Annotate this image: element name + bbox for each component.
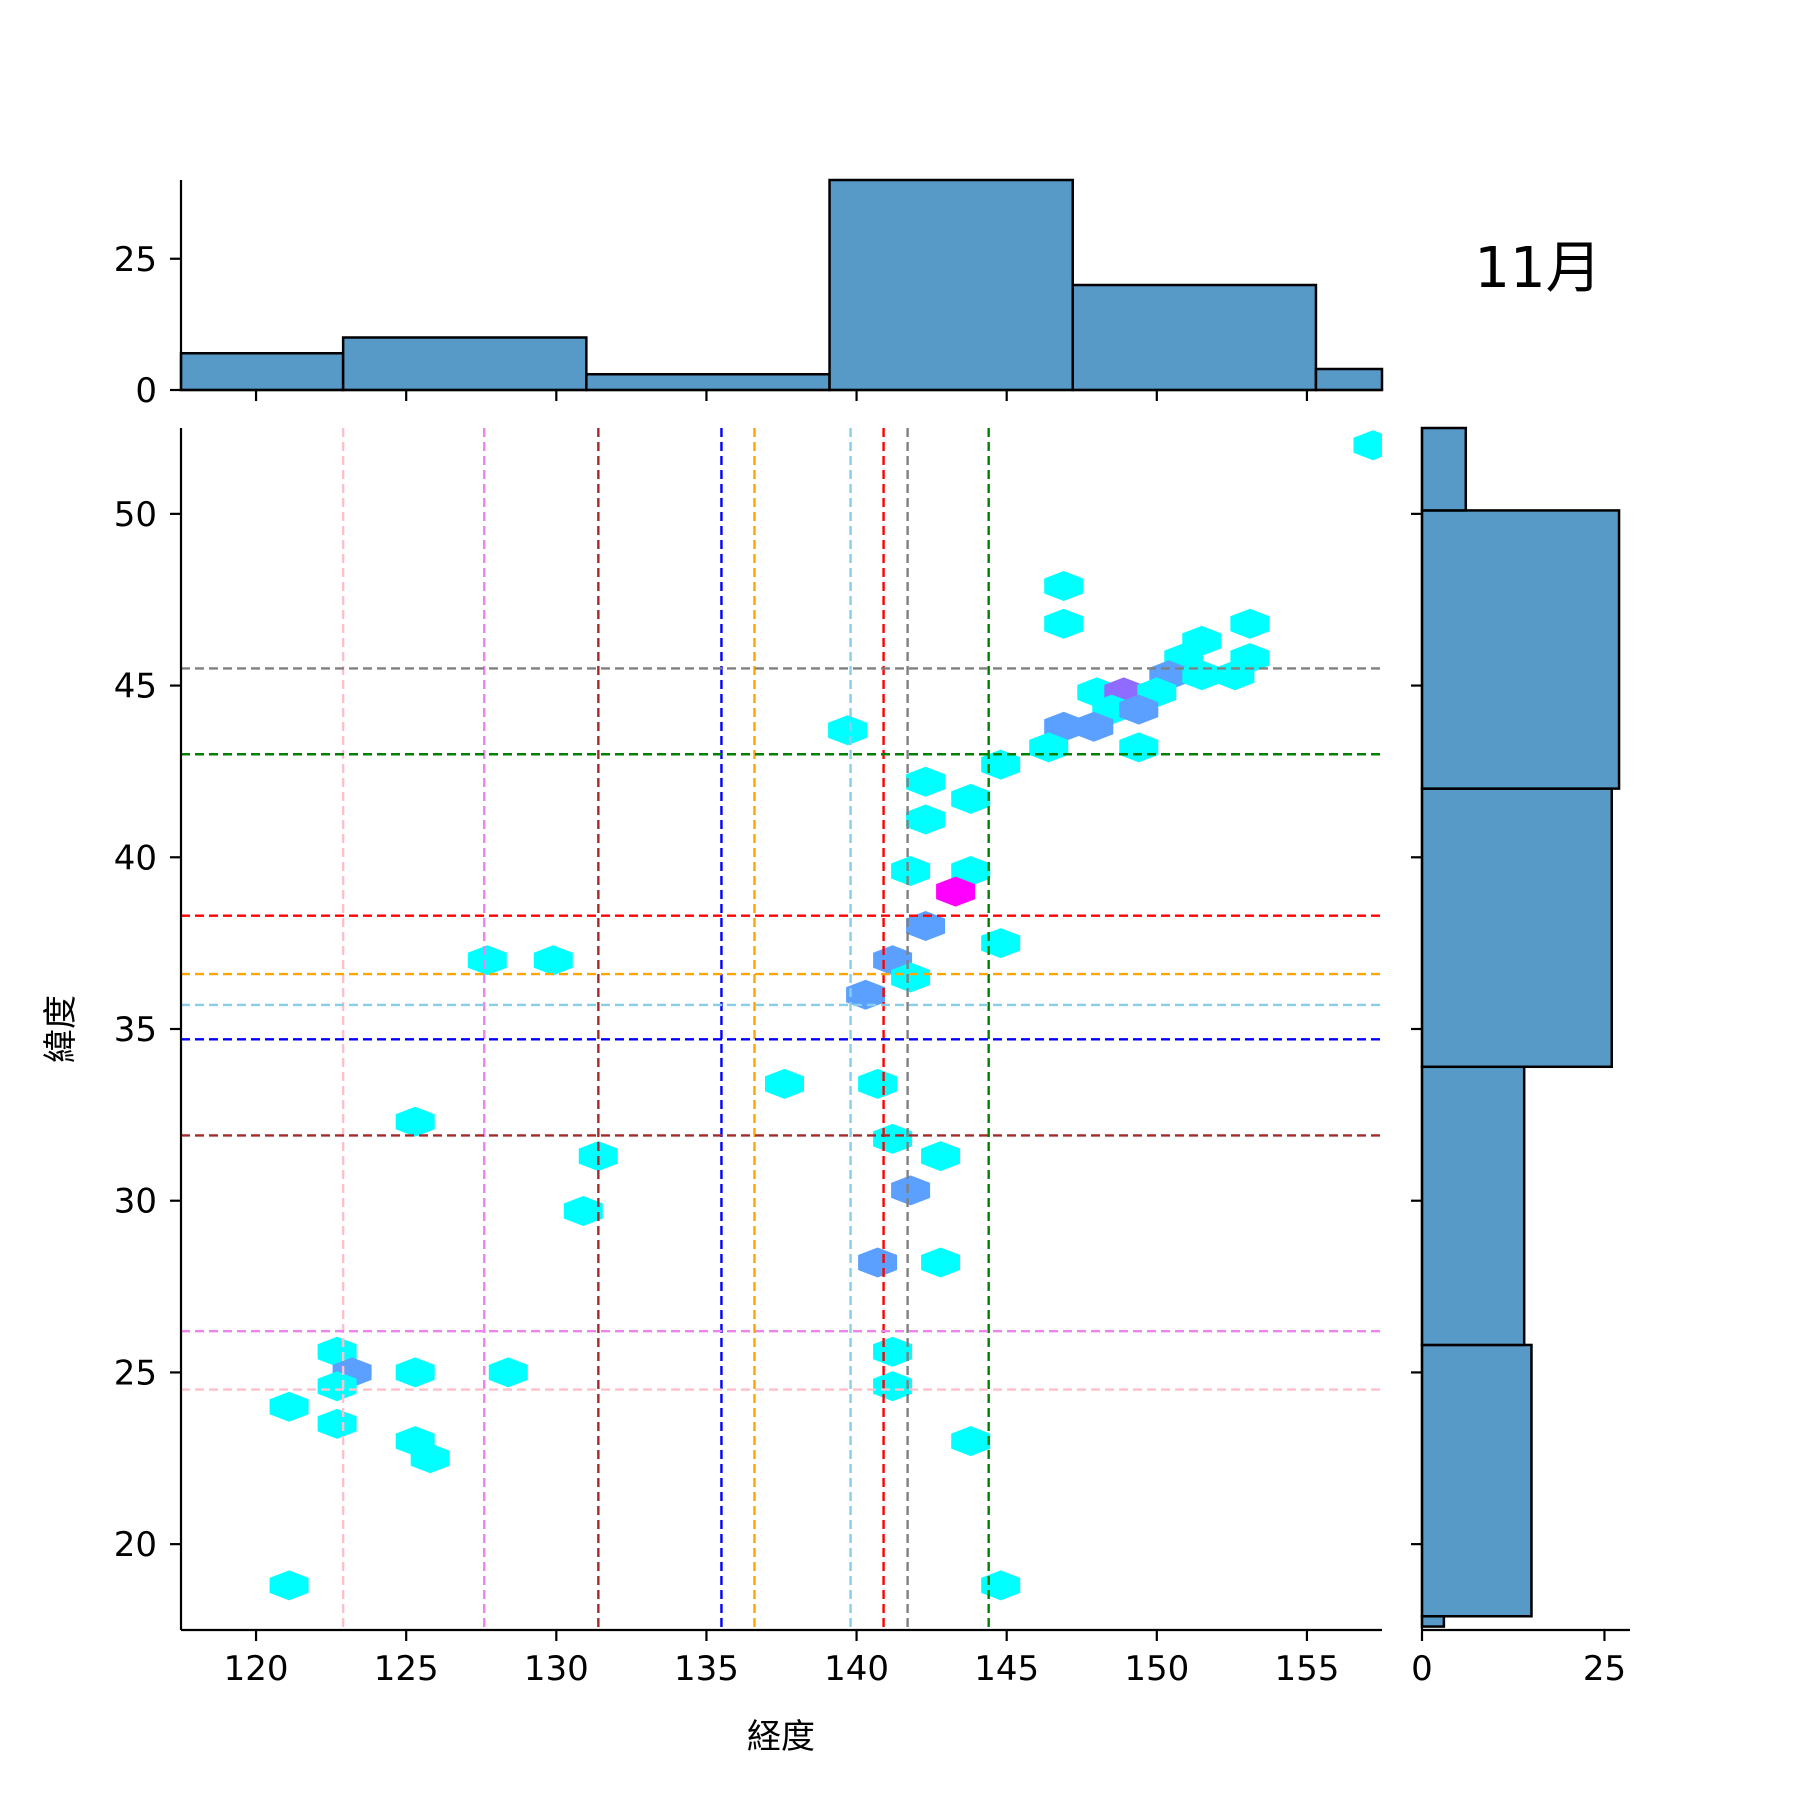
hexbin-cell bbox=[269, 1391, 309, 1422]
y-axis-title: 緯度 bbox=[41, 995, 81, 1063]
y-tick-label: 35 bbox=[114, 1010, 157, 1050]
hexbin-cells bbox=[269, 430, 1382, 1601]
hexbin-cell bbox=[395, 1106, 435, 1137]
hexbin-cell bbox=[410, 1443, 450, 1474]
hexbin-cell bbox=[828, 715, 868, 746]
hexbin-cell bbox=[891, 856, 931, 886]
main-x-ticks: 120 125 130 135 140 145 150 155 bbox=[224, 1630, 1339, 1689]
right-histogram-bar bbox=[1420, 787, 1614, 1069]
right-histogram-bar bbox=[1420, 1065, 1526, 1347]
x-tick-label: 120 bbox=[224, 1649, 289, 1689]
x-tick-label: 135 bbox=[674, 1649, 739, 1689]
hexbin-cell bbox=[858, 1068, 898, 1099]
top-histogram-y-tick-label: 0 bbox=[135, 371, 157, 411]
main-y-ticks: 20 25 30 35 40 45 50 bbox=[114, 495, 181, 1565]
top-histogram-bar bbox=[179, 352, 345, 392]
hexbin-cell bbox=[395, 1357, 435, 1388]
hexbin-cell bbox=[269, 1570, 309, 1601]
hexbin-cell bbox=[317, 1371, 357, 1402]
right-histogram-ticks: 0 25 bbox=[1411, 512, 1626, 1689]
top-histogram-bar bbox=[341, 336, 588, 392]
hexbin-cell bbox=[846, 979, 886, 1010]
hexbin-cell bbox=[873, 1371, 913, 1402]
hexbin-cell bbox=[873, 1123, 913, 1154]
hexbin-cell bbox=[1230, 608, 1270, 639]
hexbin-cell bbox=[1044, 608, 1084, 639]
hexbin-cell bbox=[951, 1426, 991, 1457]
hexbin-cell bbox=[858, 1247, 898, 1278]
hexbin-cell bbox=[891, 1175, 931, 1206]
hexbin-cell bbox=[467, 945, 507, 976]
right-histogram-x-tick-label: 0 bbox=[1411, 1649, 1433, 1689]
hexbin-cell bbox=[873, 1336, 913, 1367]
hexbin-cell bbox=[765, 1068, 804, 1099]
hexbin-cell bbox=[921, 1141, 961, 1172]
top-histogram-bar bbox=[1314, 367, 1384, 392]
hexbin-cell bbox=[906, 911, 946, 941]
hexbin-cell bbox=[1353, 430, 1382, 461]
x-tick-label: 150 bbox=[1124, 1649, 1189, 1689]
y-tick-label: 40 bbox=[114, 838, 157, 878]
top-histogram-ticks: 0 25 bbox=[114, 240, 1309, 411]
hexbin-cell bbox=[533, 945, 573, 976]
hexbin-cell bbox=[1044, 571, 1084, 601]
hexbin-cell bbox=[921, 1247, 961, 1278]
right-histogram-bar bbox=[1420, 509, 1621, 790]
reference-lines bbox=[181, 428, 1382, 1630]
right-histogram-bar bbox=[1420, 1615, 1446, 1628]
top-histogram-y-tick-label: 25 bbox=[114, 240, 157, 280]
right-histogram: 0 25 bbox=[1411, 426, 1630, 1689]
y-tick-label: 45 bbox=[114, 667, 157, 707]
hexbin-cell bbox=[951, 856, 991, 886]
hexbin-cell bbox=[1044, 711, 1084, 742]
x-tick-label: 140 bbox=[824, 1649, 889, 1689]
hexbin-cell bbox=[317, 1408, 357, 1439]
hexbin-cell bbox=[906, 804, 946, 835]
right-histogram-bar bbox=[1420, 426, 1468, 512]
y-tick-label: 25 bbox=[114, 1353, 157, 1393]
top-histogram-bars bbox=[179, 178, 1384, 392]
hexbin-cell bbox=[891, 962, 931, 993]
top-histogram-bar bbox=[828, 178, 1074, 392]
x-tick-label: 155 bbox=[1274, 1649, 1339, 1689]
y-tick-label: 50 bbox=[114, 495, 157, 535]
hexbin-cell bbox=[981, 749, 1021, 780]
hexbin-cell bbox=[563, 1196, 603, 1226]
x-axis-title: 経度 bbox=[747, 1717, 815, 1757]
hexbin-cell bbox=[981, 928, 1021, 959]
top-histogram: 0 25 bbox=[114, 178, 1384, 411]
hexbin-cell bbox=[1119, 732, 1159, 763]
hexbin-cell bbox=[906, 766, 946, 797]
hexbin-cell bbox=[1074, 711, 1114, 742]
hexbin-cell bbox=[317, 1336, 357, 1367]
x-tick-label: 145 bbox=[974, 1649, 1039, 1689]
hexbin-cell bbox=[936, 876, 976, 907]
y-tick-label: 20 bbox=[114, 1525, 157, 1565]
x-tick-label: 130 bbox=[524, 1649, 589, 1689]
right-histogram-bar bbox=[1420, 1343, 1533, 1618]
top-histogram-bar bbox=[1071, 283, 1318, 392]
hexbin-cell bbox=[488, 1357, 528, 1388]
x-tick-label: 125 bbox=[374, 1649, 439, 1689]
chart-title: 11月 bbox=[1474, 236, 1601, 301]
right-histogram-x-tick-label: 25 bbox=[1583, 1649, 1626, 1689]
top-histogram-bar bbox=[585, 373, 831, 392]
right-histogram-bars bbox=[1420, 426, 1621, 1628]
hexbin-cell bbox=[981, 1570, 1021, 1601]
y-tick-label: 30 bbox=[114, 1182, 157, 1222]
main-plot: 120 125 130 135 140 145 150 155 20253035404550 … bbox=[41, 428, 1382, 1757]
hexbin-cell bbox=[1119, 694, 1159, 725]
hexbin-cell bbox=[951, 783, 991, 814]
